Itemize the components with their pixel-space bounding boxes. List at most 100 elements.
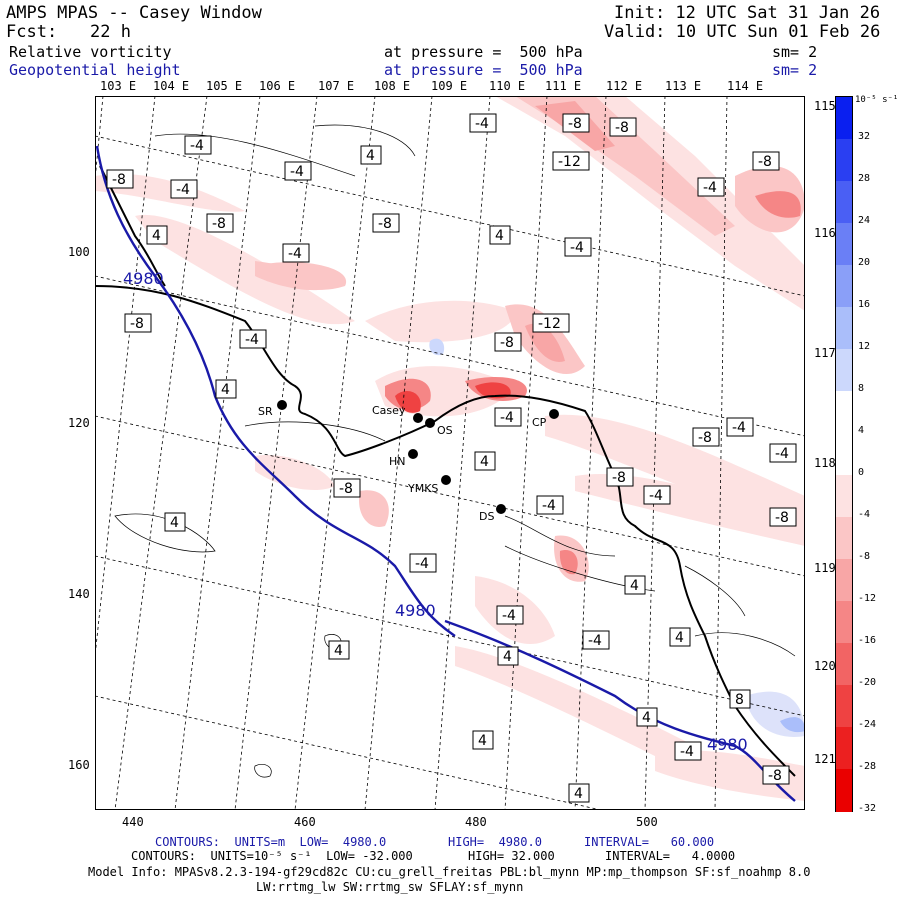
height-contour-label: 4980 <box>707 735 748 754</box>
lon-label: 111 E <box>545 79 582 93</box>
contour-label: -8 <box>568 116 582 132</box>
colorbar-segment <box>836 181 852 224</box>
colorbar-tick-label: 16 <box>858 299 871 310</box>
contour-label-box: -4 <box>282 243 310 263</box>
contour-label: -4 <box>703 180 717 196</box>
contour-label: -8 <box>775 510 789 526</box>
contour-label: -4 <box>502 608 516 624</box>
contour-label: -8 <box>339 481 353 497</box>
contour-label-box: -8 <box>762 765 790 785</box>
colorbar-tick-label: -16 <box>858 635 877 646</box>
stations: SR Casey OS HN YMKS DS CP <box>258 400 559 523</box>
valid-time: Valid: 10 UTC Sun 01 Feb 26 <box>604 22 881 42</box>
contour-label-box: -8 <box>106 169 134 189</box>
colorbar-segment <box>836 559 852 602</box>
y-tick: 100 <box>68 245 90 259</box>
contour-label-box: 4 <box>164 512 186 532</box>
x-tick: 460 <box>294 815 316 829</box>
contour-label-box: -4 <box>564 237 592 257</box>
lon-label: 107 E <box>318 79 355 93</box>
footer-height-interval: INTERVAL= 60.000 <box>584 835 715 849</box>
footer-height-high: HIGH= 4980.0 <box>448 835 542 849</box>
contour-label: -8 <box>112 172 126 188</box>
contour-label: 4 <box>221 382 230 398</box>
station-marker <box>441 475 451 485</box>
contour-label-box: 4 <box>360 145 382 165</box>
contour-label-box: 4 <box>472 730 494 750</box>
colorbar <box>835 96 853 812</box>
height-contour-label: 4980 <box>395 601 436 620</box>
contour-label-box: 4 <box>328 640 350 660</box>
contour-label-box: -8 <box>606 467 634 487</box>
contour-label: 4 <box>630 578 639 594</box>
contour-label: -4 <box>176 182 190 198</box>
y-tick: 140 <box>68 587 90 601</box>
colorbar-segment <box>836 391 852 434</box>
contour-label-box: -4 <box>239 329 267 349</box>
contour-label: 4 <box>170 515 179 531</box>
contour-label: -4 <box>288 246 302 262</box>
colorbar-units: 10⁻⁵ s⁻¹ <box>855 95 899 105</box>
contour-label-box: -4 <box>496 605 524 625</box>
contour-label: 4 <box>495 228 504 244</box>
contour-label-box: -12 <box>532 313 570 333</box>
contour-label: 4 <box>480 454 489 470</box>
colorbar-segment <box>836 727 852 770</box>
colorbar-tick-label: -8 <box>858 551 871 562</box>
x-tick: 480 <box>465 815 487 829</box>
colorbar-segment <box>836 223 852 266</box>
contour-label: -8 <box>378 216 392 232</box>
lon-label: 108 E <box>374 79 411 93</box>
vorticity-map: -4 -8 -8 -4 4 -12 -8 -4 -4 -8 -4 -8 -8 4… <box>95 96 805 810</box>
contour-label-box: -4 <box>536 495 564 515</box>
station-label: SR <box>258 405 273 418</box>
lon-label: 110 E <box>489 79 526 93</box>
contour-label: -12 <box>558 154 581 170</box>
forecast-label: Fcst: <box>6 22 58 42</box>
colorbar-segment <box>836 265 852 308</box>
lon-label: 104 E <box>153 79 190 93</box>
contour-label-box: -4 <box>726 417 754 437</box>
contour-label-box: -4 <box>674 741 702 761</box>
colorbar-segment <box>836 433 852 476</box>
y-tick: 160 <box>68 758 90 772</box>
colorbar-segment <box>836 139 852 182</box>
colorbar-segment <box>836 475 852 518</box>
lon-label: 113 E <box>665 79 702 93</box>
contour-label: -8 <box>758 154 772 170</box>
contour-label: 4 <box>334 643 343 659</box>
contour-label: -4 <box>290 164 304 180</box>
contour-label-box: -4 <box>284 161 312 181</box>
lon-label: 112 E <box>606 79 643 93</box>
lon-label: 103 E <box>100 79 137 93</box>
colorbar-segment <box>836 349 852 392</box>
field2-name: Geopotential height <box>9 61 181 79</box>
contour-label: 4 <box>675 630 684 646</box>
contour-label: -8 <box>130 316 144 332</box>
station-label: CP <box>532 416 547 429</box>
station-label: Casey <box>372 404 406 417</box>
contour-label: -4 <box>542 498 556 514</box>
contour-label: -8 <box>698 430 712 446</box>
footer-vorticity-contours: CONTOURS: UNITS=10⁻⁵ s⁻¹ LOW= -32.000 <box>131 849 413 863</box>
colorbar-segment <box>836 307 852 350</box>
colorbar-tick-label: 12 <box>858 341 871 352</box>
lon-label: 106 E <box>259 79 296 93</box>
colorbar-tick-label: 32 <box>858 131 871 142</box>
colorbar-segment <box>836 517 852 560</box>
colorbar-tick-label: 0 <box>858 467 865 478</box>
coastline <box>95 165 796 777</box>
x-tick: 440 <box>122 815 144 829</box>
lon-label: 105 E <box>206 79 243 93</box>
contour-label-box: -8 <box>494 332 522 352</box>
y-tick: 120 <box>68 416 90 430</box>
contour-label-box: -8 <box>609 117 637 137</box>
contour-label: -4 <box>190 138 204 154</box>
contour-label: -12 <box>538 316 561 332</box>
lon-label: 109 E <box>431 79 468 93</box>
init-time: Init: 12 UTC Sat 31 Jan 26 <box>614 3 881 23</box>
contour-label-box: 4 <box>636 707 658 727</box>
station-marker <box>408 449 418 459</box>
contour-label: 4 <box>642 710 651 726</box>
field1-smoothing: sm= 2 <box>772 43 818 61</box>
